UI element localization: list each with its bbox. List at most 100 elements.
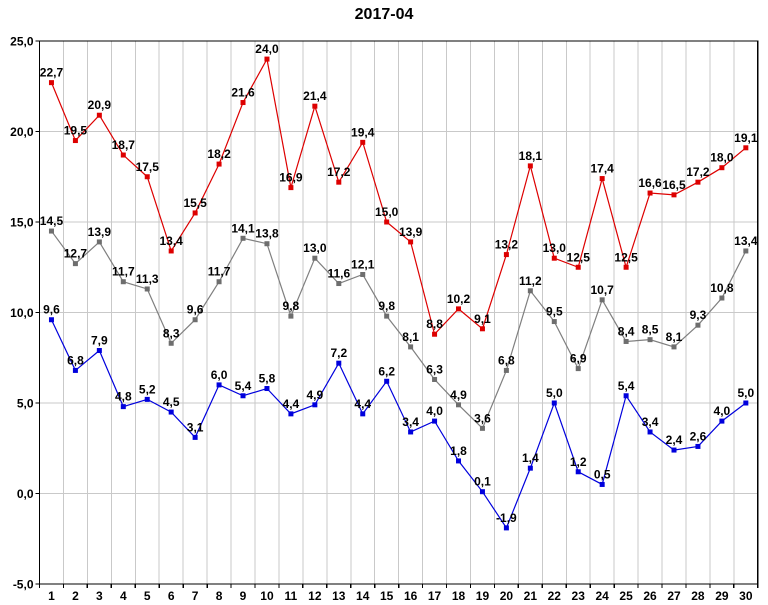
- data-point-marker-gray-series: [96, 239, 102, 245]
- x-axis-tick-label: 30: [739, 589, 753, 603]
- data-point-marker-red-series: [408, 239, 414, 245]
- data-point-marker-blue-series: [384, 378, 390, 384]
- data-point-label-blue-series: 4,5: [163, 395, 180, 409]
- x-axis-tick-label: 25: [619, 589, 633, 603]
- data-point-marker-red-series: [479, 326, 485, 332]
- data-point-marker-red-series: [48, 80, 54, 86]
- data-point-label-gray-series: 11,6: [327, 267, 350, 281]
- data-point-label-red-series: 19,5: [64, 124, 88, 138]
- x-axis-tick-label: 15: [380, 589, 394, 603]
- data-point-marker-blue-series: [96, 348, 102, 354]
- data-point-label-blue-series: 5,4: [618, 379, 635, 393]
- data-point-label-gray-series: 11,7: [208, 265, 231, 279]
- data-point-label-red-series: 9,1: [474, 312, 491, 326]
- data-point-label-red-series: 18,0: [710, 151, 734, 165]
- data-point-marker-red-series: [695, 179, 701, 185]
- y-axis-tick-label: 25,0: [10, 35, 34, 49]
- data-point-label-red-series: 13,4: [160, 234, 184, 248]
- data-point-marker-blue-series: [456, 458, 462, 464]
- data-point-marker-gray-series: [599, 297, 605, 303]
- data-point-label-red-series: 19,4: [351, 125, 375, 139]
- data-point-label-blue-series: 5,0: [737, 386, 754, 400]
- data-point-label-blue-series: 5,0: [546, 386, 563, 400]
- data-point-marker-gray-series: [120, 279, 126, 285]
- data-point-marker-gray-series: [623, 338, 629, 344]
- data-point-marker-gray-series: [456, 402, 462, 408]
- data-point-label-red-series: 20,9: [88, 98, 112, 112]
- data-point-marker-blue-series: [551, 400, 557, 406]
- x-axis-tick-label: 23: [572, 589, 586, 603]
- x-axis-tick-label: 20: [500, 589, 514, 603]
- data-point-marker-red-series: [144, 174, 150, 180]
- data-point-marker-red-series: [647, 190, 653, 196]
- data-point-label-red-series: 8,8: [426, 317, 443, 331]
- data-point-marker-gray-series: [216, 279, 222, 285]
- x-axis-tick-label: 24: [595, 589, 609, 603]
- data-point-marker-gray-series: [408, 344, 414, 350]
- data-point-label-blue-series: 6,2: [378, 364, 395, 378]
- data-point-marker-red-series: [168, 248, 174, 254]
- x-axis-tick-label: 12: [308, 589, 322, 603]
- data-point-label-red-series: 13,2: [495, 238, 519, 252]
- data-point-label-gray-series: 11,2: [519, 274, 542, 288]
- x-axis-tick-label: 21: [524, 589, 538, 603]
- data-point-label-blue-series: 7,9: [91, 334, 108, 348]
- x-axis-tick-label: 8: [216, 589, 223, 603]
- x-axis-tick-label: 14: [356, 589, 370, 603]
- data-point-marker-gray-series: [384, 313, 390, 319]
- data-point-label-gray-series: 8,4: [618, 324, 635, 338]
- data-point-label-gray-series: 14,5: [40, 214, 64, 228]
- data-point-label-red-series: 22,7: [40, 66, 64, 80]
- x-axis-tick-label: 22: [548, 589, 562, 603]
- data-point-label-blue-series: 4,4: [354, 397, 371, 411]
- data-point-label-blue-series: 5,2: [139, 382, 156, 396]
- data-point-marker-blue-series: [575, 469, 581, 475]
- data-point-label-gray-series: 14,1: [231, 221, 255, 235]
- data-point-marker-blue-series: [120, 404, 126, 410]
- data-point-label-blue-series: 4,0: [426, 404, 443, 418]
- data-point-label-gray-series: 13,4: [734, 234, 758, 248]
- data-point-label-blue-series: 9,6: [43, 303, 60, 317]
- data-point-marker-gray-series: [743, 248, 749, 254]
- data-point-marker-gray-series: [503, 367, 509, 373]
- x-axis-tick-label: 19: [476, 589, 490, 603]
- data-point-marker-blue-series: [623, 393, 629, 399]
- data-point-label-gray-series: 9,6: [187, 303, 204, 317]
- data-point-label-red-series: 21,6: [231, 86, 255, 100]
- data-point-label-blue-series: 0,5: [594, 467, 611, 481]
- data-point-label-red-series: 17,2: [686, 165, 710, 179]
- data-point-label-gray-series: 6,3: [426, 362, 443, 376]
- data-point-label-blue-series: 1,4: [522, 451, 539, 465]
- data-point-marker-gray-series: [336, 281, 342, 287]
- data-point-label-red-series: 10,2: [447, 292, 471, 306]
- data-point-marker-blue-series: [312, 402, 318, 408]
- data-point-label-gray-series: 8,3: [163, 326, 180, 340]
- data-point-marker-red-series: [671, 192, 677, 198]
- data-point-marker-blue-series: [192, 434, 198, 440]
- x-axis-tick-label: 11: [285, 589, 298, 603]
- data-point-marker-red-series: [527, 163, 533, 169]
- data-point-label-gray-series: 13,9: [88, 225, 112, 239]
- data-point-label-red-series: 17,4: [590, 162, 614, 176]
- data-point-label-gray-series: 10,8: [710, 281, 734, 295]
- data-point-marker-blue-series: [240, 393, 246, 399]
- x-axis-tick-label: 16: [404, 589, 418, 603]
- data-point-marker-gray-series: [168, 340, 174, 346]
- data-point-label-blue-series: 7,2: [330, 346, 347, 360]
- data-point-label-blue-series: 3,4: [402, 415, 419, 429]
- data-point-marker-blue-series: [336, 360, 342, 366]
- data-point-marker-blue-series: [671, 447, 677, 453]
- data-point-label-blue-series: 6,0: [211, 368, 228, 382]
- x-axis-tick-label: 10: [260, 589, 274, 603]
- data-point-marker-gray-series: [288, 313, 294, 319]
- data-point-label-gray-series: 9,5: [546, 305, 563, 319]
- x-axis-tick-label: 13: [332, 589, 346, 603]
- data-point-label-blue-series: 2,4: [666, 433, 683, 447]
- data-point-marker-blue-series: [527, 465, 533, 471]
- data-point-label-red-series: 17,5: [136, 160, 160, 174]
- data-point-label-gray-series: 8,5: [642, 323, 659, 337]
- data-point-marker-blue-series: [288, 411, 294, 417]
- x-axis-tick-label: 2: [72, 589, 79, 603]
